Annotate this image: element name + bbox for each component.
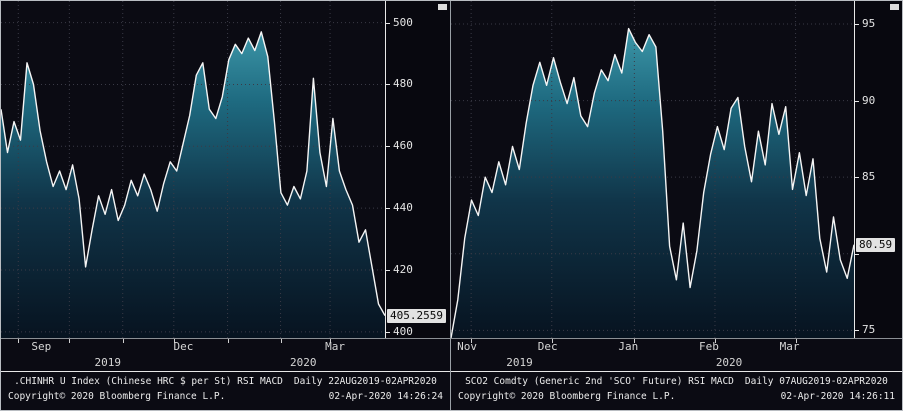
chart-footer-left: .CHINHR U Index (Chinese HRC $ per St) R… [1,371,450,410]
price-line [1,31,385,316]
chart-period: Daily 22AUG2019-02APR2020 [293,376,437,387]
x-tick-mark [471,339,473,343]
y-tick-mark [386,208,390,210]
x-tick-mark [122,339,124,343]
x-month-label: Dec [537,340,558,353]
plot-container-left [1,1,386,338]
security-title: .CHINHR U Index (Chinese HRC $ per St) R… [14,376,283,387]
plot-container-right [451,1,855,338]
y-tick-label: 480 [393,77,413,91]
security-title: SCO2 Comdty (Generic 2nd 'SCO' Future) R… [465,376,734,387]
x-tick-mark [795,339,797,343]
y-tick-label: 400 [393,324,413,338]
y-axis-0: 400 420 440 460 480 500 405.2559 [386,1,450,338]
chart-area-left: 400 420 440 460 480 500 405.2559 [1,1,450,339]
y-tick-label: 95 [862,16,876,30]
chart-title-line: .CHINHR U Index (Chinese HRC $ per St) R… [8,374,443,389]
y-tick-mark [855,330,859,332]
plot-svg-0[interactable] [1,1,385,338]
y-tick-mark [386,22,390,24]
x-month-label: Jan [618,340,639,353]
axis-corner-marker[interactable] [890,4,899,10]
x-month-label: Sep [31,340,52,353]
x-month-label: Dec [173,340,194,353]
plot-svg-1[interactable] [451,1,854,338]
axis-corner-marker[interactable] [438,4,447,10]
y-tick-mark [386,84,390,86]
price-line [451,27,854,338]
y-tick-mark [855,100,859,102]
timestamp: 02-Apr-2020 14:26:11 [780,391,895,402]
chart-panel-left: 400 420 440 460 480 500 405.2559 Sep Dec Mar 201… [1,1,451,410]
x-tick-mark [227,339,229,343]
y-tick-label: 85 [862,170,876,184]
timestamp: 02-Apr-2020 14:26:24 [328,391,443,402]
x-month-label: Feb [698,340,719,353]
y-tick-label: 420 [393,262,413,276]
last-value-badge: 80.59 [856,237,896,252]
chart-title-line: SCO2 Comdty (Generic 2nd 'SCO' Future) R… [458,374,895,389]
x-month-label: Mar [779,340,800,353]
y-axis-1: 75 85 90 95 80.59 [855,1,902,338]
area-fill [1,31,385,338]
x-month-label: Nov [457,340,478,353]
copyright-text: Copyright© 2020 Bloomberg Finance L.P. [458,391,676,402]
chart-period: Daily 07AUG2019-02APR2020 [744,376,888,387]
y-tick-mark [386,146,390,148]
y-tick-label: 500 [393,15,413,29]
copyright-text: Copyright© 2020 Bloomberg Finance L.P. [8,391,226,402]
y-tick-label: 75 [862,323,876,337]
y-tick-mark [855,177,859,179]
y-tick-label: 460 [393,139,413,153]
x-tick-mark [551,339,553,343]
last-value-badge: 405.2559 [387,308,446,323]
x-tick-mark [714,339,716,343]
y-tick-label: 440 [393,201,413,215]
x-year-label: 2019 [506,356,533,369]
y-tick-label: 90 [862,93,876,107]
y-tick-mark [855,23,859,25]
y-tick-mark [855,253,859,255]
x-tick-mark [69,339,71,343]
x-tick-mark [18,339,20,343]
x-months-1: Nov Dec Jan Feb Mar [451,339,902,355]
x-years-1: 2019 2020 [451,355,902,371]
x-year-label: 2020 [715,356,743,369]
x-years-0: 2019 2020 [1,355,450,371]
x-tick-mark [280,339,282,343]
chart-panel-right: 75 85 90 95 80.59 Nov Dec Jan Feb Mar 2019 2020 S… [451,1,902,410]
x-year-label: 2020 [289,356,317,369]
x-tick-mark [634,339,636,343]
chart-area-right: 75 85 90 95 80.59 [451,1,902,339]
y-tick-mark [386,269,390,271]
x-year-label: 2019 [94,356,122,369]
y-tick-mark [386,331,390,333]
x-month-label: Mar [325,340,346,353]
x-months-0: Sep Dec Mar [1,339,450,355]
x-tick-mark [330,339,332,343]
chart-footer-right: SCO2 Comdty (Generic 2nd 'SCO' Future) R… [451,371,902,410]
x-tick-mark [173,339,175,343]
